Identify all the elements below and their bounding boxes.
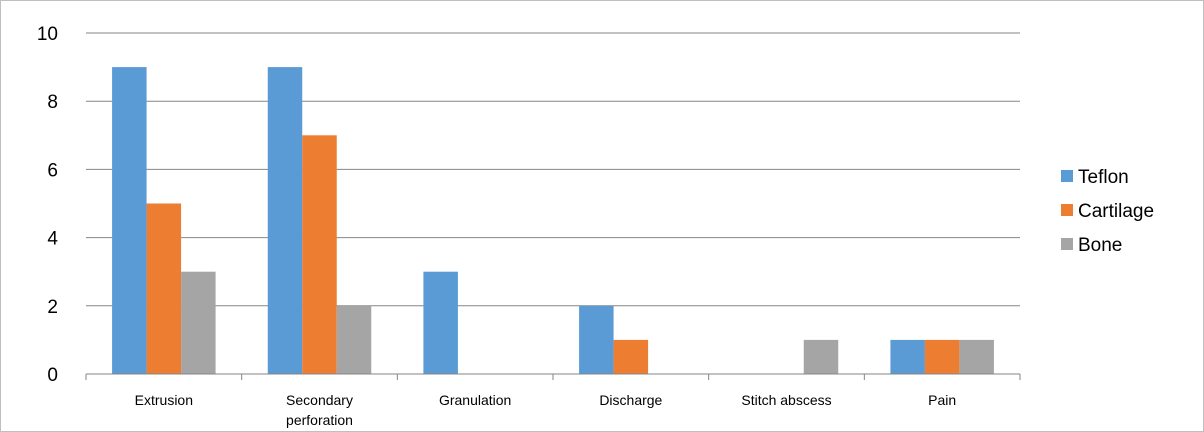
bar-cartilage xyxy=(302,135,337,374)
bar-bone xyxy=(181,271,216,374)
bar-teflon xyxy=(112,67,147,374)
bar-bone xyxy=(959,339,994,374)
legend-label-bone: Bone xyxy=(1078,235,1122,256)
axes: 0 2 4 6 8 10 Extrusion Secondary perforation Gran… xyxy=(37,24,1021,428)
category-label: Pain xyxy=(928,392,956,408)
bar-cartilage xyxy=(924,339,960,374)
y-tick-label: 6 xyxy=(47,160,58,181)
legend-label-cartilage: Cartilage xyxy=(1078,201,1154,222)
bars xyxy=(112,67,994,374)
y-tick-label: 10 xyxy=(37,24,58,45)
category-label: Extrusion xyxy=(135,392,193,408)
bar-teflon xyxy=(579,305,614,374)
bar-teflon xyxy=(423,271,458,374)
y-tick-label: 2 xyxy=(47,297,58,318)
bar-teflon xyxy=(890,339,925,374)
category-label: Stitch abscess xyxy=(741,392,831,408)
legend-swatch-cartilage xyxy=(1061,204,1073,216)
legend-label-teflon: Teflon xyxy=(1078,167,1129,188)
legend: Teflon Cartilage Bone xyxy=(1061,167,1154,256)
legend-swatch-teflon xyxy=(1061,170,1073,182)
bar-bone xyxy=(803,339,839,374)
category-label: Granulation xyxy=(439,392,511,408)
category-label: Discharge xyxy=(599,392,662,408)
y-tick-label: 4 xyxy=(47,229,58,250)
category-label: Secondary perforation xyxy=(286,392,353,428)
bar-cartilage xyxy=(146,203,182,374)
legend-swatch-bone xyxy=(1061,238,1073,250)
bar-bone xyxy=(336,305,372,374)
bar-teflon xyxy=(267,67,303,374)
bar-cartilage xyxy=(613,339,649,374)
gridlines xyxy=(86,32,1020,307)
y-tick-label: 8 xyxy=(47,92,58,113)
y-tick-label: 0 xyxy=(47,365,58,386)
